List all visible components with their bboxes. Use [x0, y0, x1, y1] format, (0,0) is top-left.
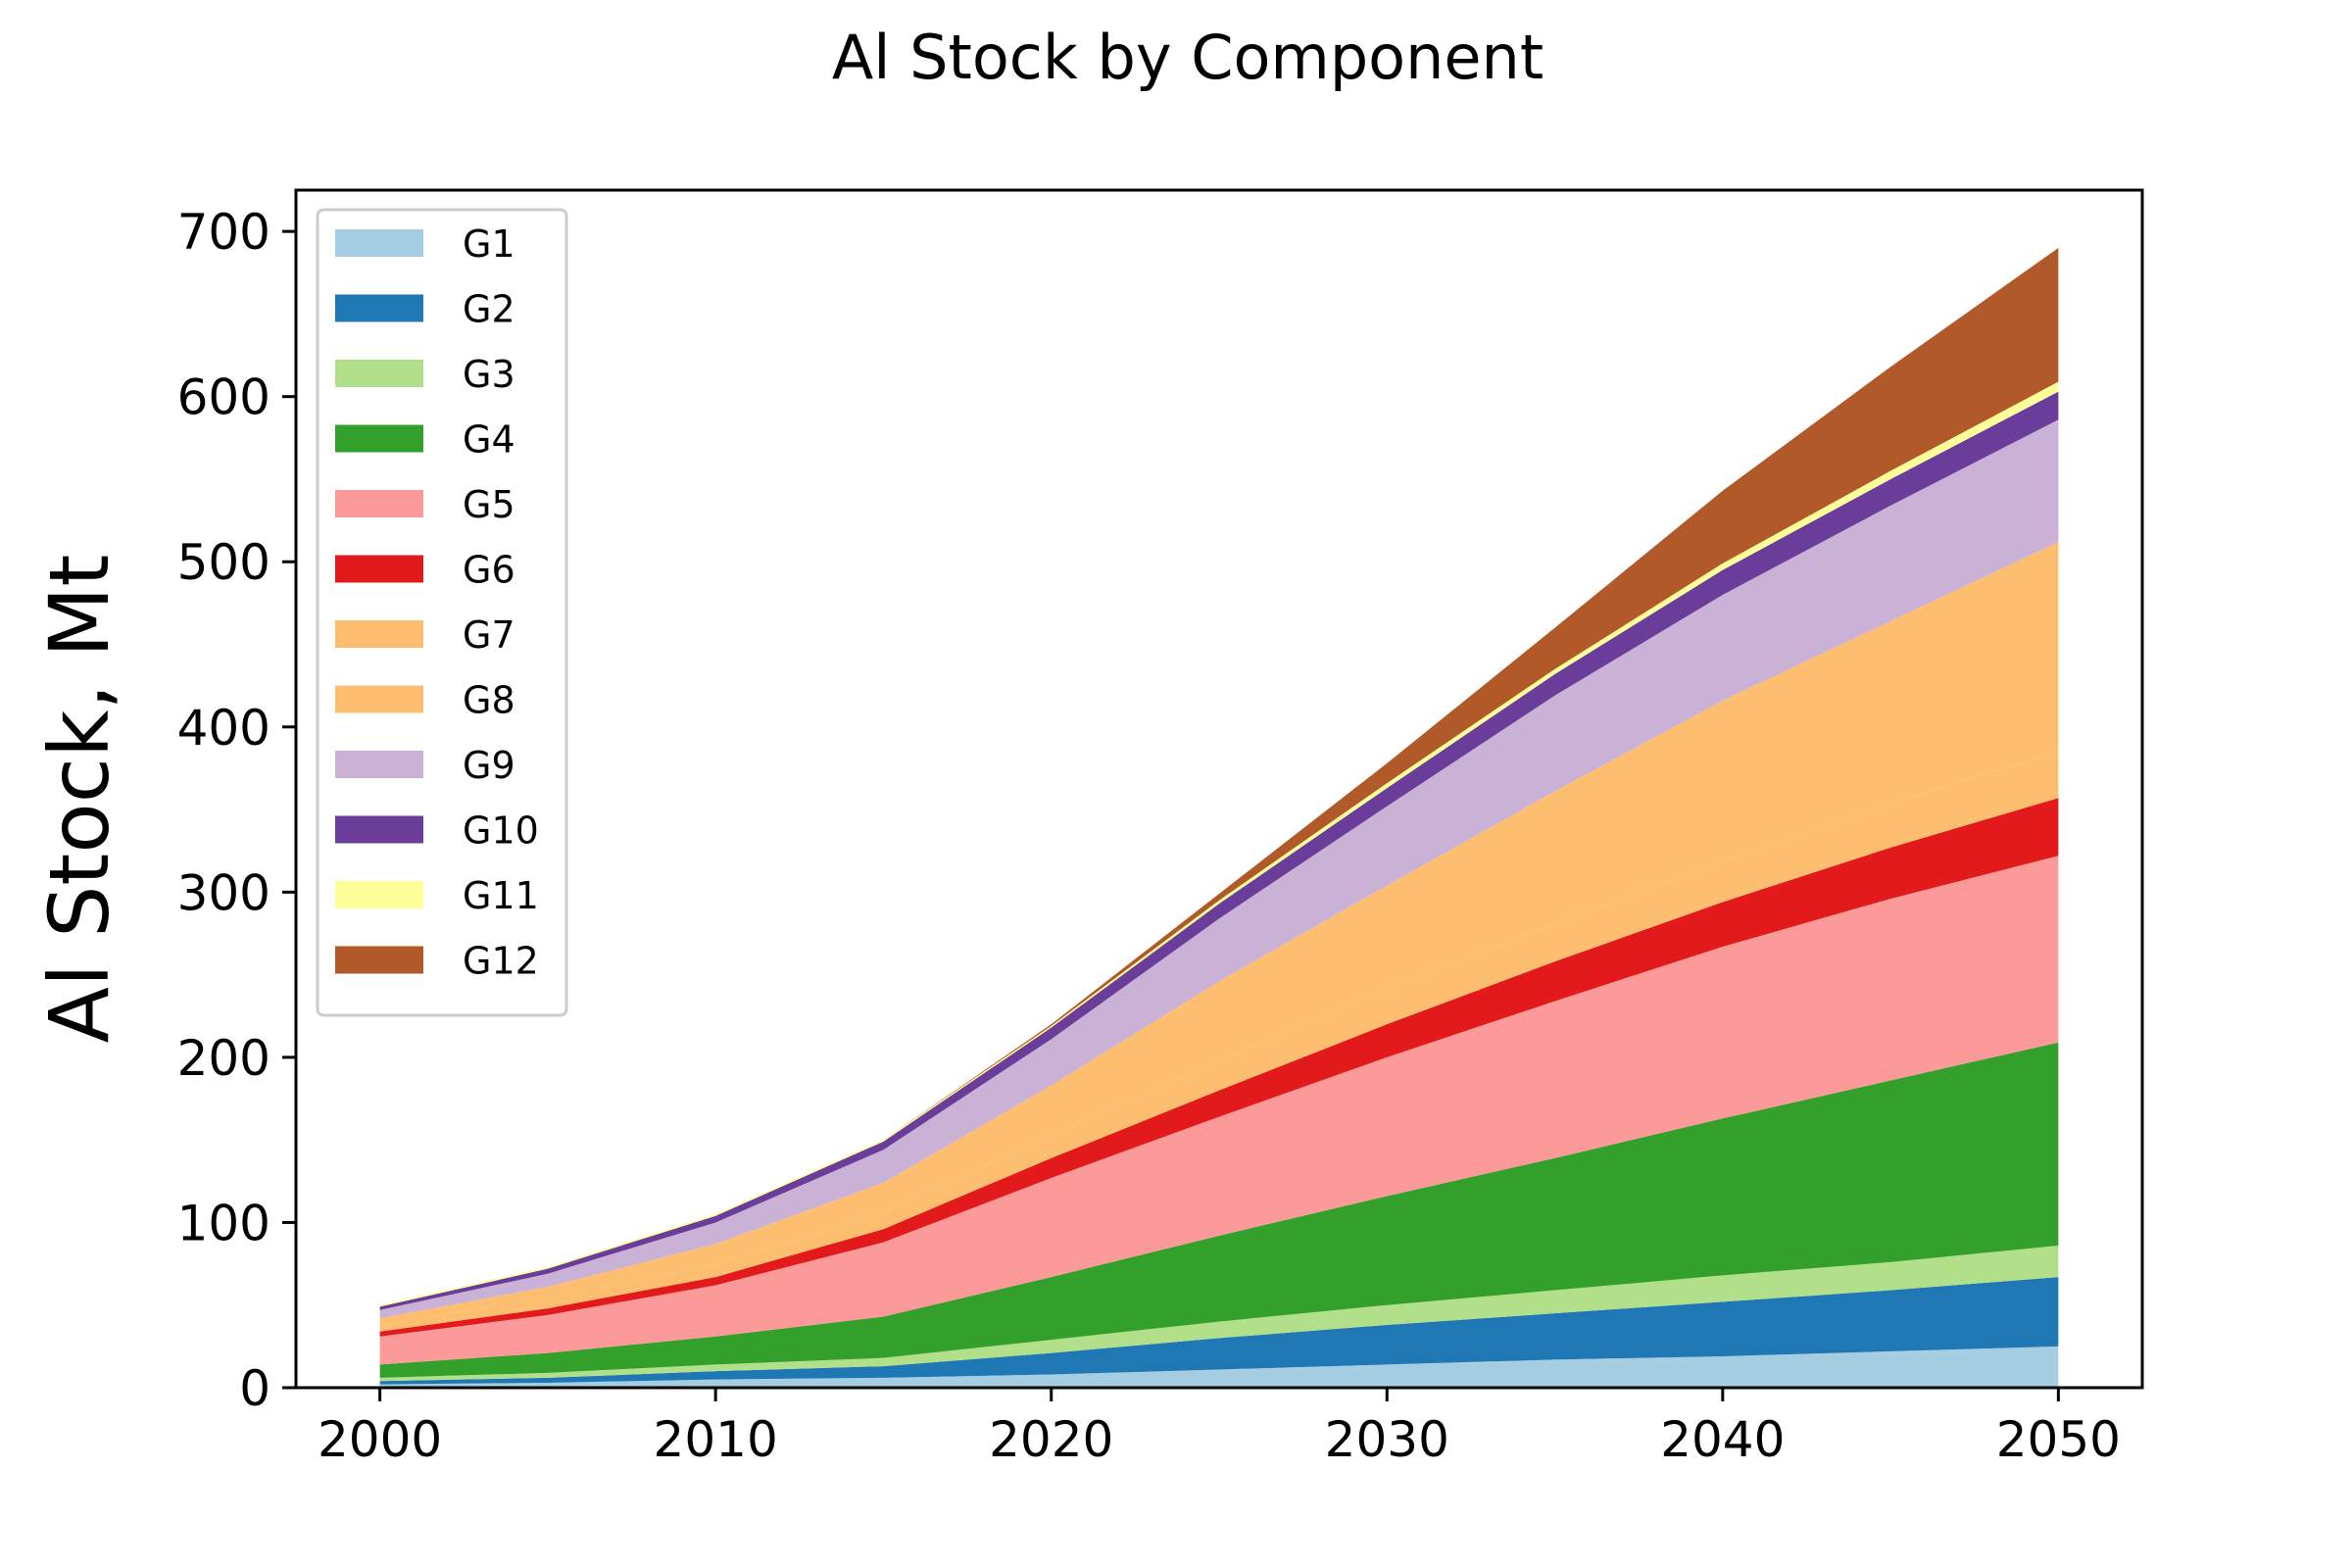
legend-label-g6: G6 — [463, 549, 515, 592]
legend-swatch-g4 — [335, 424, 423, 453]
legend-swatch-g5 — [335, 490, 423, 517]
legend-swatch-g9 — [335, 751, 423, 778]
x-axis: 2000 2010 2020 2030 2040 2050 — [318, 1388, 2121, 1468]
legend-swatch-g6 — [335, 555, 423, 583]
x-tick-label: 2040 — [1660, 1411, 1785, 1468]
legend-label-g5: G5 — [463, 483, 515, 526]
area-series-g6 — [379, 798, 2059, 1337]
y-tick-label: 0 — [239, 1360, 270, 1417]
area-series-g11 — [379, 381, 2059, 1307]
legend-label-g7: G7 — [463, 613, 515, 657]
legend-label-g3: G3 — [463, 353, 515, 396]
legend-swatch-g12 — [335, 946, 423, 974]
area-series-g9 — [379, 419, 2059, 1319]
y-tick-label: 600 — [177, 369, 270, 426]
legend-swatch-g2 — [335, 294, 423, 322]
legend-label-g10: G10 — [463, 809, 539, 853]
area-series-g2 — [379, 1277, 2059, 1385]
legend-swatch-g8 — [335, 685, 423, 713]
legend-box — [316, 208, 568, 1017]
y-tick-label: 100 — [177, 1195, 270, 1251]
x-tick-label: 2030 — [1325, 1411, 1449, 1468]
area-series-g10 — [379, 391, 2059, 1310]
legend-label-g8: G8 — [463, 679, 515, 722]
area-series-g1 — [379, 1346, 2059, 1388]
y-axis: 0 100 200 300 400 500 600 700 — [177, 204, 296, 1417]
legend-swatch-g10 — [335, 815, 423, 844]
legend-label-g1: G1 — [463, 222, 515, 266]
y-tick-label: 500 — [177, 534, 270, 591]
x-tick-label: 2020 — [989, 1411, 1113, 1468]
area-series-g4 — [379, 1042, 2059, 1378]
chart-title: Al Stock by Component — [832, 22, 1544, 93]
legend-label-g2: G2 — [463, 288, 515, 331]
legend-label-g9: G9 — [463, 744, 515, 787]
plot-frame — [294, 188, 2144, 1390]
x-tick-label: 2000 — [318, 1411, 442, 1468]
legend-swatch-g11 — [335, 881, 423, 908]
legend-label-g4: G4 — [463, 418, 515, 462]
area-series-group — [379, 247, 2059, 1388]
y-tick-label: 300 — [177, 864, 270, 921]
legend: G1 G2 G3 G4 G5 G6 G7 G8 G9 G10 G11 G12 — [316, 208, 568, 1017]
legend-swatch-g3 — [335, 360, 423, 387]
y-tick-label: 200 — [177, 1030, 270, 1087]
area-series-g7 — [379, 752, 2059, 1332]
y-tick-label: 700 — [177, 204, 270, 261]
area-series-g5 — [379, 856, 2059, 1365]
y-axis-label: Al Stock, Mt — [31, 555, 127, 1044]
y-tick-label: 400 — [177, 700, 270, 757]
legend-label-g11: G11 — [463, 874, 539, 917]
legend-swatch-g7 — [335, 620, 423, 648]
x-tick-label: 2050 — [1996, 1411, 2121, 1468]
x-tick-label: 2010 — [654, 1411, 778, 1468]
legend-label-g12: G12 — [463, 940, 539, 983]
legend-swatch-g1 — [335, 229, 423, 257]
